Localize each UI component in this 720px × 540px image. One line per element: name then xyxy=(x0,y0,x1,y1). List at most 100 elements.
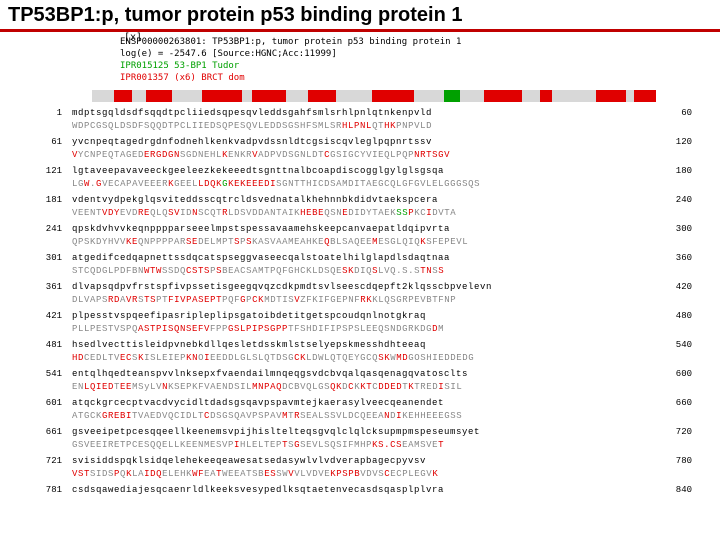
track-segment xyxy=(626,90,634,102)
track-segment xyxy=(146,90,172,102)
sequence-annotation-row: ATGCKGREBITVAEDVQCIDLTCDSGSQAVPSPAVMTRSE… xyxy=(38,411,692,421)
seq-end-num: 540 xyxy=(662,340,692,350)
sequence-annotation-row: LGW.GVECAPAVEEERKGEELLDQKGKEKEEEDISGNTTH… xyxy=(38,179,692,189)
sequence-row: 421plpesstvspqeefipasripleplipsgatoibdet… xyxy=(38,311,692,321)
meta-block: ENSP00000263801: TP53BP1:p, tumor protei… xyxy=(120,36,720,84)
track-segment xyxy=(252,90,286,102)
track-segment xyxy=(286,90,308,102)
close-icon[interactable]: [x] xyxy=(124,32,142,43)
seq-letters: csdsqawediajesqcaenrldlkeeksvesypedlksqt… xyxy=(72,485,662,495)
seq-start-num: 241 xyxy=(38,224,72,234)
seq-end-num: 240 xyxy=(662,195,692,205)
track-segment xyxy=(484,90,522,102)
domain-label-brct: IPR001357 (x6) BRCT dom xyxy=(120,73,245,83)
seq-start-num: 541 xyxy=(38,369,72,379)
seq-letters: atgedifcedqapnettssdqcatspseggvaseecqals… xyxy=(72,253,662,263)
sequence-row: 121lgtaveepavaveeckgeeleezkekeeedtsgnttn… xyxy=(38,166,692,176)
seq-end-num: 300 xyxy=(662,224,692,234)
seq-letters: hsedlvecttisleidpvnebkdllqesletdsskmlsts… xyxy=(72,340,662,350)
sequence-annotation-row: VYCNPEQTAGEDERGDGNSGDNEHLKENKRVADPVDSGNL… xyxy=(38,150,692,160)
page-title: TP53BP1:p, tumor protein p53 binding pro… xyxy=(8,4,462,26)
track-segment xyxy=(114,90,132,102)
seq-end-num: 60 xyxy=(662,108,692,118)
seq-start-num: 481 xyxy=(38,340,72,350)
seq-start-num: 601 xyxy=(38,398,72,408)
seq-letters: entqlhqedteanspvvlnksepxfvaendailmnqeqgs… xyxy=(72,369,662,379)
seq-end-num: 660 xyxy=(662,398,692,408)
track-segment xyxy=(540,90,552,102)
sequence-annotation-row: PLLPESTVSPQASTPISQNSEFVFPPGSLPIPSGPPTFSH… xyxy=(38,324,692,334)
track-segment xyxy=(308,90,336,102)
meta-score-line: log(e) = -2547.6 [Source:HGNC;Acc:11999] xyxy=(120,48,720,60)
seq-end-num: 120 xyxy=(662,137,692,147)
sequence-annotation-row: WDPCGSQLDSDFSQQDTPCLIIEDSQPESQVLEDDSGSHF… xyxy=(38,121,692,131)
sequence-row: 61yvcnpeqtagedrgdnfodnehlkenkvadpvdssnld… xyxy=(38,137,692,147)
seq-end-num: 780 xyxy=(662,456,692,466)
sequence-annotation-row: STCQDGLPDFBNWTWSSDQCSTSPSBEACSAMTPQFGHCK… xyxy=(38,266,692,276)
seq-letters: mdptsgqldsdfsqqdtpcliiedsqpesqvleddsgahf… xyxy=(72,108,662,118)
sequence-row: 241qpskdvhvvkeqnpppparseeelmpstspessavaa… xyxy=(38,224,692,234)
seq-start-num: 361 xyxy=(38,282,72,292)
sequence-annotation-row: QPSKDYHVVKEQNPPPPARSEDELMPTSPSKASVAAMEAH… xyxy=(38,237,692,247)
track-segment xyxy=(92,90,114,102)
seq-start-num: 181 xyxy=(38,195,72,205)
meta-domain-tudor: IPR015125 53-BP1 Tudor xyxy=(120,60,720,72)
meta-domain-brct: IPR001357 (x6) BRCT dom xyxy=(120,72,720,84)
sequence-alignment: 1mdptsgqldsdfsqqdtpcliiedsqpesqvleddsgah… xyxy=(38,108,692,495)
sequence-annotation-row: VEENTVDYEVDREQLQSVIDNSCQTRLDSVDDANTAIKHE… xyxy=(38,208,692,218)
sequence-row: 481hsedlvecttisleidpvnebkdllqesletdsskml… xyxy=(38,340,692,350)
domain-track xyxy=(92,90,660,104)
track-segment xyxy=(336,90,372,102)
track-segment xyxy=(522,90,540,102)
sequence-row: 781csdsqawediajesqcaenrldlkeeksvesypedlk… xyxy=(38,485,692,495)
domain-label-tudor: IPR015125 53-BP1 Tudor xyxy=(120,61,239,71)
sequence-annotation-row: GSVEEIRETPCESQQELLKEENMESVPIHLELTEPTSGSE… xyxy=(38,440,692,450)
sequence-row: 181vdentvydpekglqsviteddsscqtrcldsvednat… xyxy=(38,195,692,205)
track-segment xyxy=(414,90,444,102)
seq-end-num: 720 xyxy=(662,427,692,437)
seq-end-num: 480 xyxy=(662,311,692,321)
seq-end-num: 420 xyxy=(662,282,692,292)
track-segment xyxy=(460,90,484,102)
sequence-annotation-row: HDCEDLTVECSKISLEIEPKNOIEEDDLGLSLQTDSGCKL… xyxy=(38,353,692,363)
seq-end-num: 600 xyxy=(662,369,692,379)
track-segment xyxy=(634,90,656,102)
sequence-row: 721svisiddspqklsidqelehekeeqeawesatsedas… xyxy=(38,456,692,466)
seq-end-num: 360 xyxy=(662,253,692,263)
seq-start-num: 721 xyxy=(38,456,72,466)
seq-letters: plpesstvspqeefipasripleplipsgatoibdetitg… xyxy=(72,311,662,321)
sequence-row: 601atqckgrcecptvacdvycidltdadsgsqavpspav… xyxy=(38,398,692,408)
seq-start-num: 421 xyxy=(38,311,72,321)
seq-end-num: 840 xyxy=(662,485,692,495)
seq-end-num: 180 xyxy=(662,166,692,176)
sequence-row: 361dlvapsqdpvfrstspfivpssetisgeegqvqzcdk… xyxy=(38,282,692,292)
seq-start-num: 301 xyxy=(38,253,72,263)
seq-start-num: 121 xyxy=(38,166,72,176)
seq-letters: vdentvydpekglqsviteddsscqtrcldsvednatalk… xyxy=(72,195,662,205)
track-segment xyxy=(372,90,414,102)
sequence-annotation-row: ENLQIEDTEEMSyLVNKSEPKFVAENDSILMNPAQDCBVQ… xyxy=(38,382,692,392)
sequence-row: 1mdptsgqldsdfsqqdtpcliiedsqpesqvleddsgah… xyxy=(38,108,692,118)
sequence-row: 661gsveeipetpcesqqeellkeenemsvpijhisltel… xyxy=(38,427,692,437)
seq-letters: gsveeipetpcesqqeellkeenemsvpijhisltelteq… xyxy=(72,427,662,437)
seq-letters: lgtaveepavaveeckgeeleezkekeeedtsgnttnalb… xyxy=(72,166,662,176)
seq-start-num: 1 xyxy=(38,108,72,118)
seq-letters: dlvapsqdpvfrstspfivpssetisgeegqvqzcdkpmd… xyxy=(72,282,662,292)
seq-letters: svisiddspqklsidqelehekeeqeawesatsedasywl… xyxy=(72,456,662,466)
track-segment xyxy=(202,90,242,102)
seq-letters: atqckgrcecptvacdvycidltdadsgsqavpspavmte… xyxy=(72,398,662,408)
track-segment xyxy=(596,90,626,102)
seq-start-num: 781 xyxy=(38,485,72,495)
track-segment xyxy=(172,90,202,102)
seq-letters: yvcnpeqtagedrgdnfodnehlkenkvadpvdssnldtc… xyxy=(72,137,662,147)
meta-id-line: ENSP00000263801: TP53BP1:p, tumor protei… xyxy=(120,36,720,48)
seq-letters: qpskdvhvvkeqnpppparseeelmpstspessavaameh… xyxy=(72,224,662,234)
sequence-annotation-row: VSTSIDSPQKLAIDQELEHKWFEATWEEATSBESSWVVLV… xyxy=(38,469,692,479)
track-segment xyxy=(242,90,252,102)
seq-start-num: 661 xyxy=(38,427,72,437)
seq-start-num: 61 xyxy=(38,137,72,147)
sequence-row: 301atgedifcedqapnettssdqcatspseggvaseecq… xyxy=(38,253,692,263)
track-segment xyxy=(132,90,146,102)
sequence-row: 541entqlhqedteanspvvlnksepxfvaendailmnqe… xyxy=(38,369,692,379)
track-segment xyxy=(552,90,596,102)
